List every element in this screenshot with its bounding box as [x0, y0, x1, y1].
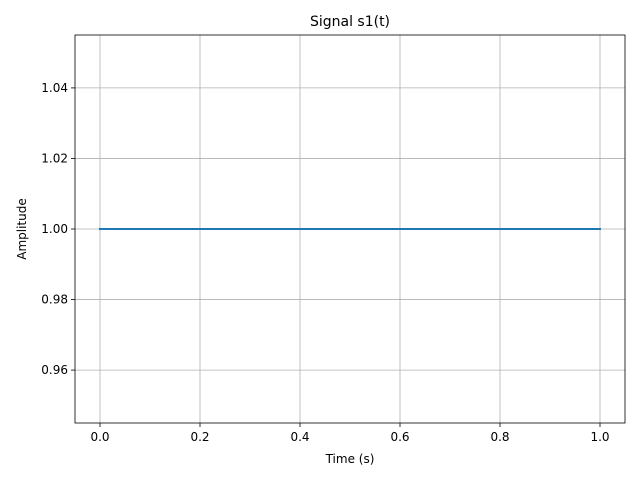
- y-tick-label: 1.04: [41, 81, 68, 95]
- y-tick-label: 0.98: [41, 293, 68, 307]
- x-tick-label: 0.2: [190, 430, 209, 444]
- y-tick-label: 0.96: [41, 363, 68, 377]
- x-tick-label: 1.0: [590, 430, 609, 444]
- x-axis: 0.0 0.2 0.4 0.6 0.8 1.0: [90, 423, 610, 444]
- x-tick-label: 0.8: [490, 430, 509, 444]
- x-axis-label: Time (s): [325, 452, 375, 466]
- x-tick-label: 0.6: [390, 430, 409, 444]
- y-axis: 0.96 0.98 1.00 1.02 1.04: [41, 81, 75, 377]
- y-tick-label: 1.00: [41, 222, 68, 236]
- y-axis-label: Amplitude: [15, 198, 29, 260]
- x-tick-label: 0.0: [90, 430, 109, 444]
- chart-title: Signal s1(t): [310, 14, 390, 30]
- x-tick-label: 0.4: [290, 430, 309, 444]
- y-tick-label: 1.02: [41, 151, 68, 165]
